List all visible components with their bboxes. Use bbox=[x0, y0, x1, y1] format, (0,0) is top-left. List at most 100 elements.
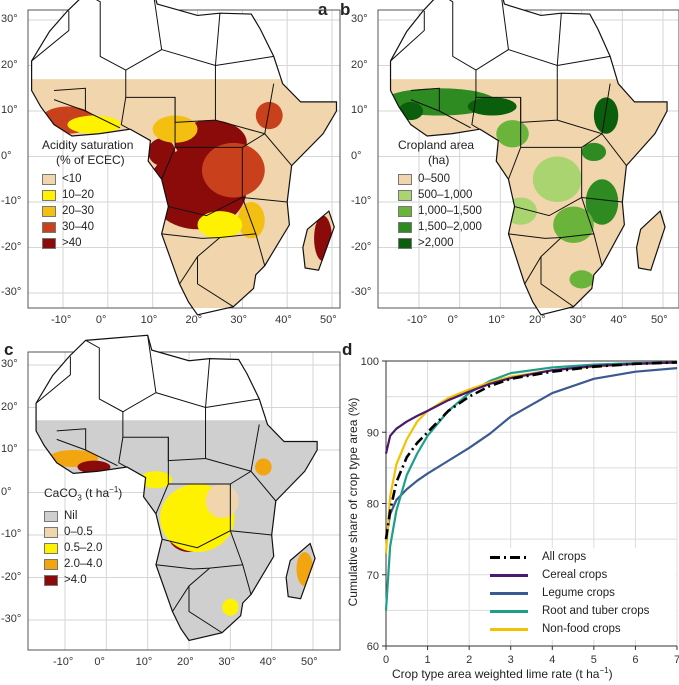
map-data-region bbox=[148, 138, 176, 166]
chart-legend-item: Legume crops bbox=[490, 584, 676, 602]
lon-tick-label: 0° bbox=[94, 656, 105, 668]
x-tick-label: 2 bbox=[466, 654, 472, 666]
lat-tick-label: -30° bbox=[1, 613, 22, 625]
map-data-region bbox=[237, 202, 265, 239]
chart-legend-item: Root and tuber crops bbox=[490, 602, 676, 620]
legend-label: Nil bbox=[64, 510, 78, 523]
lat-tick-label: 30° bbox=[1, 13, 18, 25]
legend-label: >40 bbox=[62, 237, 82, 249]
legend-label: >2,000 bbox=[418, 237, 454, 249]
country-border bbox=[581, 197, 595, 235]
map-data-region bbox=[255, 458, 272, 476]
x-tick-label: 3 bbox=[508, 654, 514, 666]
legend-swatch bbox=[398, 173, 412, 185]
legend-label: Root and tuber crops bbox=[542, 605, 650, 617]
country-border bbox=[241, 197, 257, 235]
chart-legend: All crops Cereal crops Legume crops Root an… bbox=[490, 548, 676, 640]
country-border bbox=[410, 87, 440, 111]
legend-item: 1,500–2,000 bbox=[398, 219, 482, 235]
legend-swatch bbox=[42, 221, 56, 233]
country-border bbox=[230, 530, 272, 536]
map-data-region bbox=[197, 211, 243, 239]
legend-swatch bbox=[42, 237, 56, 249]
lon-tick-label: 20° bbox=[185, 314, 203, 326]
legend-swatch bbox=[42, 189, 56, 201]
map-data-region bbox=[201, 142, 265, 198]
legend-item: 2.0–4.0 bbox=[44, 556, 122, 572]
country-border bbox=[390, 10, 425, 62]
africa-outline bbox=[35, 334, 318, 642]
lon-tick-label: 50° bbox=[301, 656, 318, 668]
country-border bbox=[215, 55, 274, 66]
y-tick-label: 60 bbox=[367, 641, 379, 653]
map-frame bbox=[377, 9, 679, 309]
x-tick-label: 0 bbox=[383, 654, 389, 666]
lon-tick-label: 30° bbox=[569, 314, 587, 326]
legend-item: >2,000 bbox=[398, 235, 482, 251]
panel-label-b: b bbox=[340, 0, 351, 19]
legend-item: 1,000–1,500 bbox=[398, 203, 482, 219]
y-tick-label: 90 bbox=[367, 427, 379, 439]
legend-cropland: Cropland area (ha) 0–500 500–1,000 1,000–1,… bbox=[398, 138, 482, 251]
chart-legend-item: Non-food crops bbox=[490, 620, 676, 638]
x-axis-label: Crop type area weighted lime rate (t ha−… bbox=[392, 666, 613, 681]
map-data-region bbox=[585, 179, 619, 225]
legend-label: 10–20 bbox=[62, 189, 94, 201]
lon-tick-label: 20° bbox=[177, 656, 194, 668]
legend-label: Cereal crops bbox=[542, 569, 608, 581]
lon-tick-label: 20° bbox=[529, 314, 546, 326]
lat-tick-label: -30° bbox=[1, 286, 22, 298]
lat-tick-label: -20° bbox=[1, 240, 22, 253]
legend-label: >4.0 bbox=[64, 574, 87, 587]
y-tick-label: 70 bbox=[367, 570, 379, 582]
country-border bbox=[557, 55, 611, 66]
lon-tick-label: 40° bbox=[259, 656, 277, 668]
country-border bbox=[85, 335, 157, 413]
legend-swatch bbox=[398, 189, 412, 201]
lat-tick-label: -10° bbox=[1, 528, 22, 540]
lat-tick-label: -10° bbox=[351, 195, 372, 207]
legend-swatch bbox=[398, 237, 412, 249]
legend-item: 0–500 bbox=[398, 171, 482, 187]
lon-tick-label: -10° bbox=[407, 314, 428, 326]
legend-item: >40 bbox=[42, 235, 133, 251]
map-data-region bbox=[222, 598, 239, 616]
lon-tick-label: 0° bbox=[447, 314, 459, 326]
lat-tick-label: 0° bbox=[1, 485, 12, 498]
y-tick-label: 80 bbox=[367, 499, 379, 511]
panel-label-d: d bbox=[342, 340, 353, 359]
series-line-root-and-tuber-crops bbox=[384, 361, 678, 611]
map-data-region bbox=[593, 97, 619, 134]
lat-tick-label: 10° bbox=[1, 443, 18, 455]
map-data-region bbox=[255, 101, 283, 130]
legend-label: 1,000–1,500 bbox=[418, 205, 482, 217]
map-data-region bbox=[139, 471, 173, 489]
series-line-cereal-crops bbox=[384, 361, 678, 454]
map-frame bbox=[27, 351, 341, 651]
legend-label: 1,500–2,000 bbox=[418, 221, 482, 233]
legend-swatch bbox=[44, 574, 58, 586]
map-data-region bbox=[467, 97, 517, 116]
y-tick-label: 100 bbox=[361, 356, 379, 368]
country-border bbox=[53, 87, 86, 111]
legend-caco3: CaCO3 (t ha−1) Nil 0–0.5 0.5–2.0 2.0–4.0 >4.… bbox=[44, 482, 122, 588]
legend-line bbox=[490, 573, 528, 577]
chart-legend-item: All crops bbox=[490, 548, 676, 566]
lat-tick-label: 30° bbox=[351, 13, 368, 25]
lat-tick-label: 20° bbox=[1, 400, 18, 413]
legend-swatch bbox=[398, 221, 412, 233]
lon-tick-label: 10° bbox=[135, 656, 153, 668]
legend-item: 0.5–2.0 bbox=[44, 540, 122, 556]
legend-item: 500–1,000 bbox=[398, 187, 482, 203]
country-border bbox=[581, 196, 623, 203]
country-border bbox=[230, 470, 277, 502]
lat-tick-label: 20° bbox=[351, 58, 368, 71]
country-border bbox=[229, 530, 244, 565]
legend-label: Legume crops bbox=[542, 587, 615, 599]
map-data-region bbox=[569, 270, 594, 289]
